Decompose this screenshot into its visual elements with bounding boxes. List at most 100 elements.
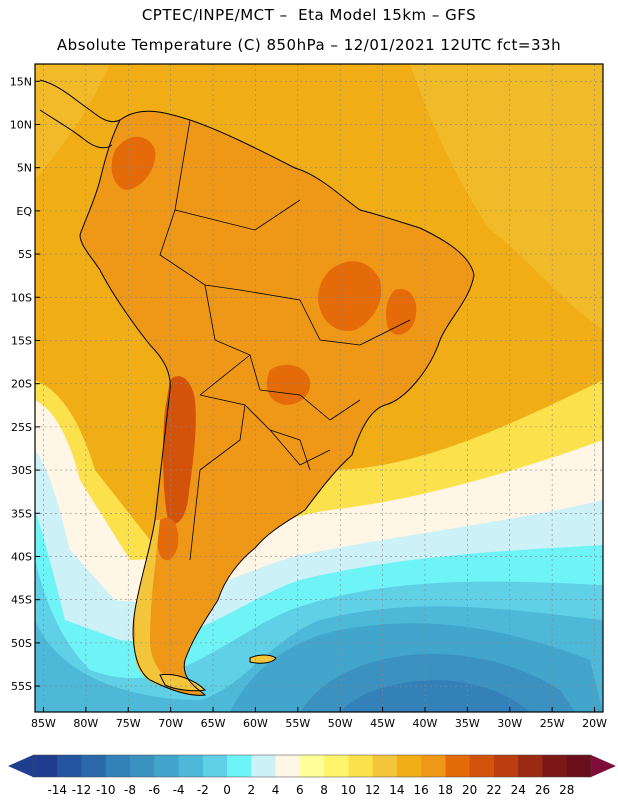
ocean-band-light-south (35, 64, 110, 180)
colorbar-label: -4 (173, 783, 185, 797)
colorbar-label: 10 (341, 783, 356, 797)
colorbar-swatch (275, 755, 301, 777)
colorbar-swatch (566, 755, 592, 777)
lat-label: 40S (11, 550, 32, 563)
colorbar-swatch (81, 755, 107, 777)
colorbar-label: 18 (438, 783, 453, 797)
colorbar-swatch (324, 755, 349, 777)
colorbar-swatch (251, 755, 277, 777)
coastline-outline (79, 110, 475, 696)
colorbar-label: -8 (124, 783, 136, 797)
lon-label: 30W (497, 717, 522, 730)
lon-label: 35W (455, 717, 480, 730)
lat-label: 5N (17, 162, 32, 175)
chart-subtitle: Absolute Temperature (C) 850hPa – 12/01/… (56, 36, 562, 54)
lat-label: 15N (10, 75, 32, 88)
latitude-labels: 15N 10N 5N EQ 5S 10S 15S 20S 25S 30S 35S 40S 45S 50S 5… (10, 75, 40, 693)
lon-label: 70W (158, 717, 183, 730)
colorbar-high-arrow (591, 755, 616, 777)
colorbar-label: 22 (486, 783, 501, 797)
lon-label: 85W (31, 717, 56, 730)
temperature-field (35, 64, 603, 712)
band-blue-3 (340, 680, 530, 712)
hot-core-patagonia (157, 517, 179, 561)
colorbar-label: -2 (197, 783, 209, 797)
lat-label: 45S (11, 594, 32, 607)
chart-title: CPTEC/INPE/MCT – Eta Model 15km – GFS (141, 6, 477, 24)
lat-label: 5S (18, 248, 32, 261)
colorbar-label: 0 (223, 783, 231, 797)
colorbar-swatch (299, 755, 325, 777)
colorbar-swatch (178, 755, 204, 777)
colorbar-swatch (227, 755, 252, 777)
lon-label: 60W (243, 717, 268, 730)
south-america-landmass (80, 111, 474, 696)
tierra-outline (159, 673, 207, 692)
lon-label: 50W (328, 717, 353, 730)
colorbar-label: 2 (248, 783, 256, 797)
hot-core-andes (163, 376, 196, 524)
lat-label: 10S (11, 291, 32, 304)
colorbar-label: 4 (272, 783, 280, 797)
colorbar-label: 16 (414, 783, 429, 797)
central-america-outline (39, 79, 121, 149)
colorbar-low-arrow (8, 755, 33, 777)
colorbar-swatch (493, 755, 519, 777)
lat-label: 35S (11, 507, 32, 520)
colorbar-swatch (445, 755, 471, 777)
colorbar-label: 28 (559, 783, 574, 797)
hot-core-east (386, 289, 417, 335)
hot-core-north (111, 136, 156, 190)
colorbar-swatch (542, 755, 568, 777)
colorbar: -14 -12 -10 -8 -6 -4 -2 0 2 4 6 8 10 12 14 16 18 20 22 24 26… (8, 754, 616, 797)
colorbar-label: -14 (47, 783, 67, 797)
lat-lon-grid (35, 64, 603, 712)
colorbar-swatch (518, 755, 543, 777)
colorbar-label: -6 (148, 783, 160, 797)
lon-label: 65W (201, 717, 226, 730)
lat-label: 55S (11, 680, 32, 693)
colorbar-label: 26 (535, 783, 550, 797)
colorbar-swatch (57, 755, 83, 777)
colorbar-outline (32, 754, 592, 778)
colorbar-label: -10 (96, 783, 116, 797)
border-lines (159, 119, 411, 561)
lat-label: 30S (11, 464, 32, 477)
lon-label: 40W (413, 717, 438, 730)
colorbar-swatch (421, 755, 446, 777)
colorbar-swatch (154, 755, 180, 777)
colorbar-label: 12 (365, 783, 380, 797)
hot-core-brazil (318, 261, 382, 331)
falkland-islands (250, 655, 276, 664)
lat-label: 15S (11, 334, 32, 347)
lon-label: 45W (370, 717, 395, 730)
colorbar-label: 20 (462, 783, 477, 797)
colorbar-swatch (202, 755, 228, 777)
lon-label: 75W (116, 717, 141, 730)
lat-label: 10N (10, 118, 32, 131)
colorbar-label: -12 (72, 783, 92, 797)
map-frame (34, 63, 604, 713)
andes-coast-cool-strip (135, 520, 175, 687)
lon-label: 80W (73, 717, 98, 730)
colorbar-swatch (130, 755, 155, 777)
lat-label: 20S (11, 378, 32, 391)
ocean-band-light (410, 64, 603, 330)
lon-label: 20W (582, 717, 607, 730)
colorbar-label: 24 (511, 783, 526, 797)
colorbar-swatch (348, 755, 374, 777)
colorbar-label: 14 (389, 783, 404, 797)
colorbar-swatch (469, 755, 495, 777)
colorbar-swatch (372, 755, 398, 777)
lat-label: EQ (16, 205, 32, 218)
colorbar-swatch (33, 755, 58, 777)
colorbar-label: 8 (320, 783, 328, 797)
lat-label: 25S (11, 421, 32, 434)
lon-label: 25W (540, 717, 565, 730)
falkland-outline (249, 654, 277, 664)
boundaries (39, 79, 475, 696)
colorbar-label: 6 (296, 783, 304, 797)
colorbar-swatch (105, 755, 131, 777)
colorbar-swatch (396, 755, 422, 777)
